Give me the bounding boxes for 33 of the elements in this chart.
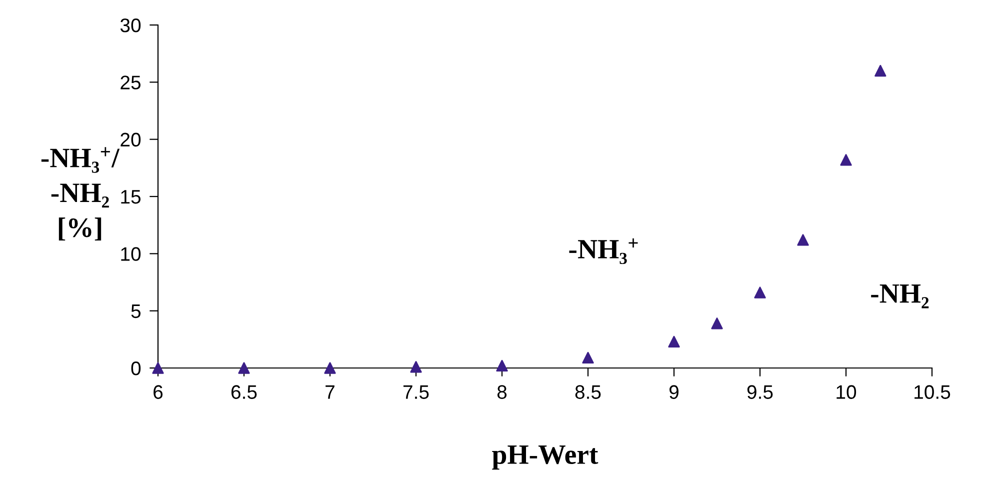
point [496, 360, 508, 372]
annotation: -NH₃$^{+}$ [569, 238, 638, 264]
point [668, 336, 680, 348]
point [582, 352, 594, 364]
x-tick-label: 9.5 [747, 385, 773, 399]
point [410, 361, 422, 373]
x-tick-label: 8 [497, 385, 507, 399]
point [711, 318, 723, 330]
x-tick-label: 7 [326, 385, 334, 399]
y-tick-label: 25 [120, 76, 141, 90]
x-tick-label: 7.5 [403, 385, 429, 399]
y-tick-label: 10 [121, 247, 141, 261]
x-tick-label: 10 [836, 385, 856, 399]
y-tick-label: 20 [120, 132, 141, 147]
point [797, 234, 809, 246]
point [238, 362, 250, 374]
x-tick-label: 8.5 [575, 385, 601, 399]
point [152, 362, 164, 374]
x-tick-label: 9 [670, 385, 678, 399]
x-tick-label: 6 [154, 385, 163, 399]
y-tick-label: 0 [131, 361, 141, 376]
y-tick-label: 5 [131, 304, 141, 318]
annotation: -NH₂ [871, 284, 929, 308]
point [324, 362, 336, 374]
x-tick-label: 10.5 [914, 385, 950, 399]
x-axis-title: pH-Wert [492, 446, 598, 470]
y-tick-label: 30 [120, 18, 141, 32]
x-tick-label: 6.5 [231, 385, 257, 399]
point [840, 154, 852, 166]
y-tick-label: 15 [121, 190, 141, 204]
point [874, 64, 886, 77]
point [754, 286, 766, 298]
y-axis-title: -NH₃$^{+}$/ -NH₂ [%] [41, 147, 120, 241]
